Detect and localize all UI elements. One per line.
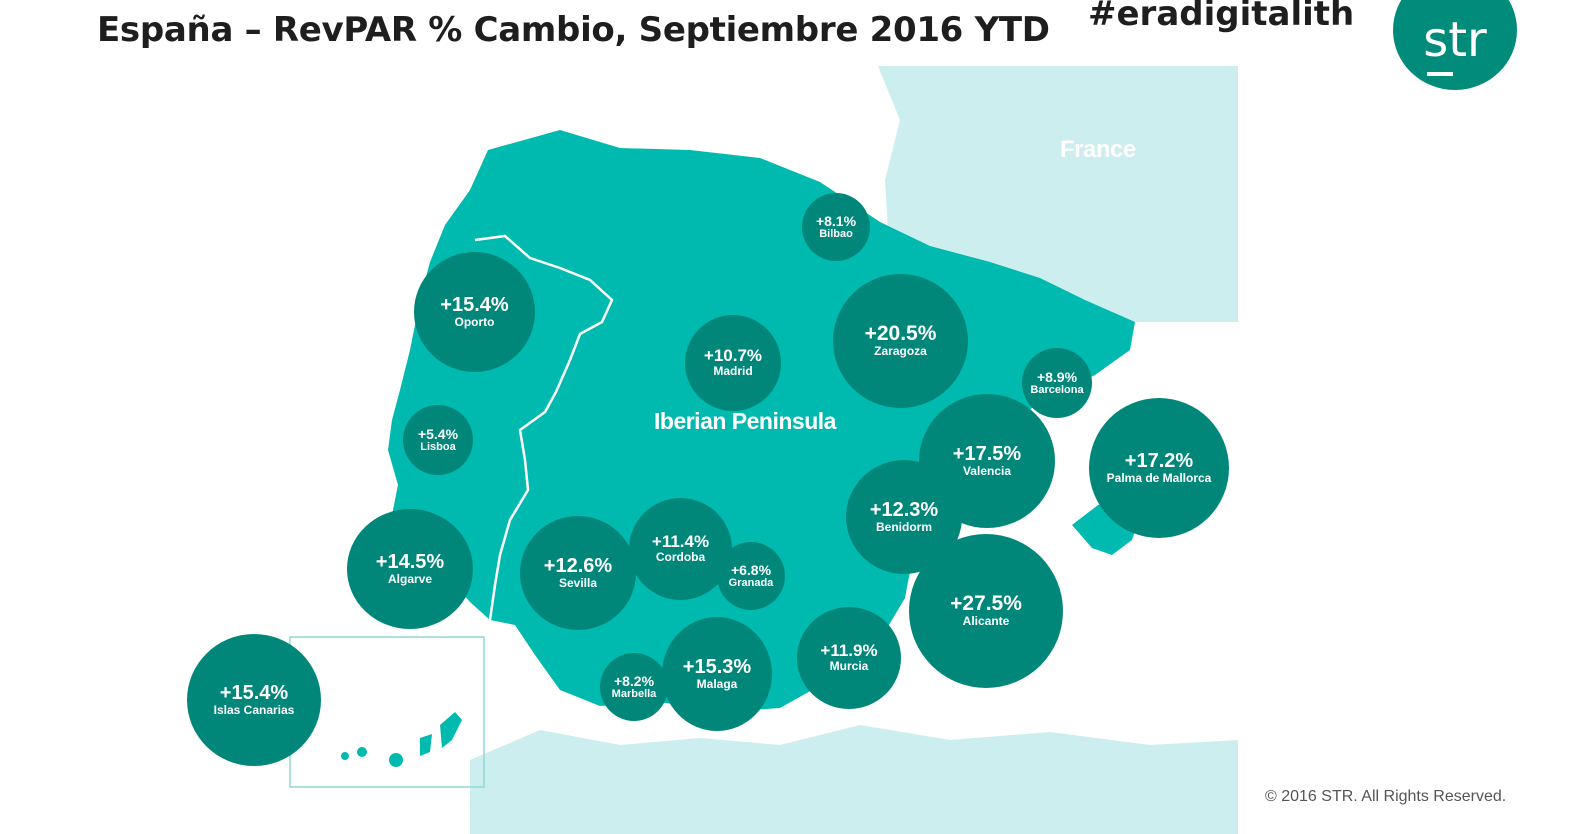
city-bubble: +17.2% Palma de Mallorca [1089,398,1229,538]
bubble-value: +10.7% [703,346,763,366]
bubble-value: +12.6% [543,554,613,577]
bubble-value: +11.4% [651,532,710,552]
bubble-value: +17.5% [952,442,1022,465]
city-bubble: +8.1% Bilbao [802,193,870,261]
bubble-city: Valencia [962,463,1012,478]
bubble-city: Lisboa [420,441,456,454]
bubble-city: Barcelona [1030,384,1084,397]
bubble-value: +14.5% [375,550,445,573]
city-bubble: +10.7% Madrid [685,315,781,411]
logo-text: str [1423,12,1487,68]
city-bubble: +15.3% Malaga [662,617,772,731]
bubble-city: Cordoba [655,550,706,565]
canary-island [341,752,349,760]
city-bubble: +11.9% Murcia [797,607,901,709]
bubble-city: Algarve [387,571,433,586]
bubble-value: +11.9% [820,641,878,661]
bubble-city: Palma de Mallorca [1106,470,1212,485]
canary-island [389,753,403,767]
city-bubble: +12.6% Sevilla [520,516,636,630]
canary-island [440,712,462,748]
bubble-city: Zaragoza [874,344,927,359]
bubble-city: Benidorm [875,519,932,534]
city-bubble: +27.5% Alicante [909,534,1063,688]
bubble-city: Granada [728,577,774,590]
canary-island [420,734,432,756]
bubble-value: +15.3% [682,655,752,678]
canary-island [357,747,367,757]
city-bubble: +8.9% Barcelona [1022,348,1092,418]
bubble-city: Malaga [696,676,738,691]
bubble-value: +20.5% [864,322,937,346]
hashtag: #eradigitalith [1088,0,1355,34]
city-bubble: +15.4% Oporto [414,252,535,372]
bubble-city: Madrid [713,364,753,379]
bubble-city: Alicante [962,614,1010,629]
bubble-value: +5.4% [417,425,459,442]
portugal-border [474,234,614,621]
city-bubble: +11.4% Cordoba [629,498,732,600]
bubble-value: +12.3% [869,498,939,521]
city-bubble: +5.4% Lisboa [403,405,473,475]
bubble-city: Marbella [611,688,657,701]
bubble-city: Sevilla [558,575,598,590]
france-label: France [1060,136,1136,163]
city-bubble: +14.5% Algarve [347,509,473,629]
bubble-city: Islas Canarias [213,702,295,717]
copyright: © 2016 STR. All Rights Reserved. [1265,788,1507,805]
neighbor-land-africa [470,725,1238,834]
bubble-value: +27.5% [950,592,1022,616]
bubble-value: +15.4% [440,293,509,316]
page-title: España – RevPAR % Cambio, Septiembre 201… [97,10,1050,50]
bubble-city: Murcia [829,659,869,674]
bubble-value: +15.4% [219,681,289,704]
bubble-value: +17.2% [1124,449,1194,472]
bubble-city: Oporto [454,314,495,329]
city-bubble: +8.2% Marbella [600,653,668,721]
neighbor-land-corsica [1200,66,1238,230]
logo-underline [1427,72,1453,76]
city-bubble: +20.5% Zaragoza [833,274,968,408]
bubble-value: +8.1% [815,212,857,229]
city-bubble: +6.8% Granada [717,542,785,610]
bubble-city: Bilbao [819,228,853,241]
bubble-value: +6.8% [730,561,772,578]
bubble-value: +8.9% [1036,368,1078,385]
city-bubble: +15.4% Islas Canarias [187,634,321,766]
iberian-peninsula-label: Iberian Peninsula [654,408,836,434]
bubble-value: +8.2% [613,672,655,689]
